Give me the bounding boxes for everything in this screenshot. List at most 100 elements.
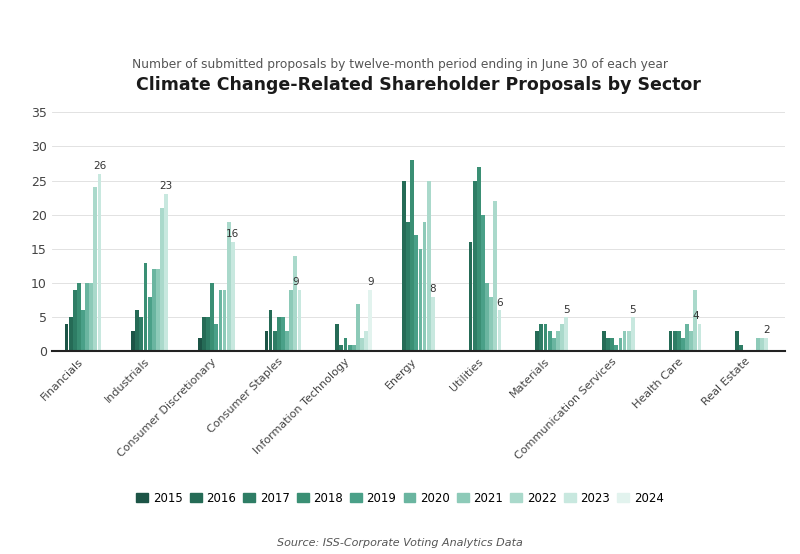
Text: 26: 26	[93, 161, 106, 171]
Bar	[356, 304, 360, 351]
Legend: 2015, 2016, 2017, 2018, 2019, 2020, 2021, 2022, 2023, 2024: 2015, 2016, 2017, 2018, 2019, 2020, 2021…	[132, 487, 668, 509]
Bar	[94, 187, 98, 351]
Bar	[348, 345, 351, 351]
Bar	[81, 310, 85, 351]
Bar	[698, 324, 702, 351]
Bar	[494, 201, 498, 351]
Bar	[614, 345, 618, 351]
Bar	[298, 290, 302, 351]
Text: 9: 9	[292, 277, 298, 287]
Bar	[556, 331, 560, 351]
Bar	[69, 317, 73, 351]
Bar	[222, 290, 226, 351]
Text: 2: 2	[763, 325, 770, 335]
Bar	[144, 263, 147, 351]
Bar	[535, 331, 539, 351]
Bar	[344, 338, 347, 351]
Bar	[77, 283, 81, 351]
Bar	[90, 283, 93, 351]
Bar	[477, 167, 481, 351]
Bar	[539, 324, 543, 351]
Bar	[677, 331, 681, 351]
Text: 23: 23	[159, 182, 173, 192]
Bar	[156, 269, 160, 351]
Bar	[685, 324, 689, 351]
Bar	[214, 324, 218, 351]
Bar	[481, 215, 485, 351]
Bar	[335, 324, 339, 351]
Bar	[410, 160, 414, 351]
Bar	[294, 256, 298, 351]
Text: 9: 9	[367, 277, 374, 287]
Text: Source: ISS-Corporate Voting Analytics Data: Source: ISS-Corporate Voting Analytics D…	[277, 538, 523, 548]
Bar	[364, 331, 368, 351]
Bar	[210, 283, 214, 351]
Bar	[152, 269, 156, 351]
Bar	[756, 338, 760, 351]
Bar	[273, 331, 277, 351]
Bar	[760, 338, 764, 351]
Bar	[231, 242, 234, 351]
Text: 5: 5	[630, 305, 636, 315]
Bar	[431, 297, 434, 351]
Bar	[418, 249, 422, 351]
Bar	[622, 331, 626, 351]
Bar	[286, 331, 289, 351]
Text: Number of submitted proposals by twelve-month period ending in June 30 of each y: Number of submitted proposals by twelve-…	[132, 58, 668, 71]
Bar	[690, 331, 693, 351]
Bar	[402, 181, 406, 351]
Bar	[227, 222, 230, 351]
Bar	[606, 338, 610, 351]
Bar	[86, 283, 89, 351]
Bar	[610, 338, 614, 351]
Bar	[473, 181, 477, 351]
Bar	[290, 290, 293, 351]
Text: 4: 4	[692, 311, 698, 321]
Bar	[339, 345, 343, 351]
Bar	[218, 290, 222, 351]
Bar	[202, 317, 206, 351]
Bar	[164, 194, 168, 351]
Bar	[739, 345, 743, 351]
Bar	[426, 181, 430, 351]
Bar	[139, 317, 143, 351]
Bar	[490, 297, 493, 351]
Bar	[360, 338, 364, 351]
Bar	[469, 242, 473, 351]
Bar	[552, 338, 556, 351]
Bar	[673, 331, 677, 351]
Bar	[65, 324, 68, 351]
Bar	[735, 331, 739, 351]
Bar	[548, 331, 551, 351]
Bar	[281, 317, 285, 351]
Bar	[631, 317, 634, 351]
Text: 8: 8	[430, 284, 436, 294]
Bar	[352, 345, 356, 351]
Bar	[135, 310, 139, 351]
Bar	[694, 290, 698, 351]
Bar	[406, 222, 410, 351]
Text: 16: 16	[226, 229, 239, 239]
Text: 5: 5	[563, 305, 570, 315]
Bar	[564, 317, 568, 351]
Bar	[73, 290, 77, 351]
Bar	[98, 174, 102, 351]
Bar	[560, 324, 564, 351]
Bar	[485, 283, 489, 351]
Title: Climate Change-Related Shareholder Proposals by Sector: Climate Change-Related Shareholder Propo…	[136, 76, 701, 94]
Bar	[369, 290, 372, 351]
Bar	[414, 235, 418, 351]
Bar	[131, 331, 135, 351]
Bar	[277, 317, 281, 351]
Text: 6: 6	[496, 297, 503, 307]
Bar	[198, 338, 202, 351]
Bar	[422, 222, 426, 351]
Bar	[669, 331, 673, 351]
Bar	[148, 297, 151, 351]
Bar	[626, 331, 630, 351]
Bar	[543, 324, 547, 351]
Bar	[618, 338, 622, 351]
Bar	[602, 331, 606, 351]
Bar	[498, 310, 502, 351]
Bar	[160, 208, 164, 351]
